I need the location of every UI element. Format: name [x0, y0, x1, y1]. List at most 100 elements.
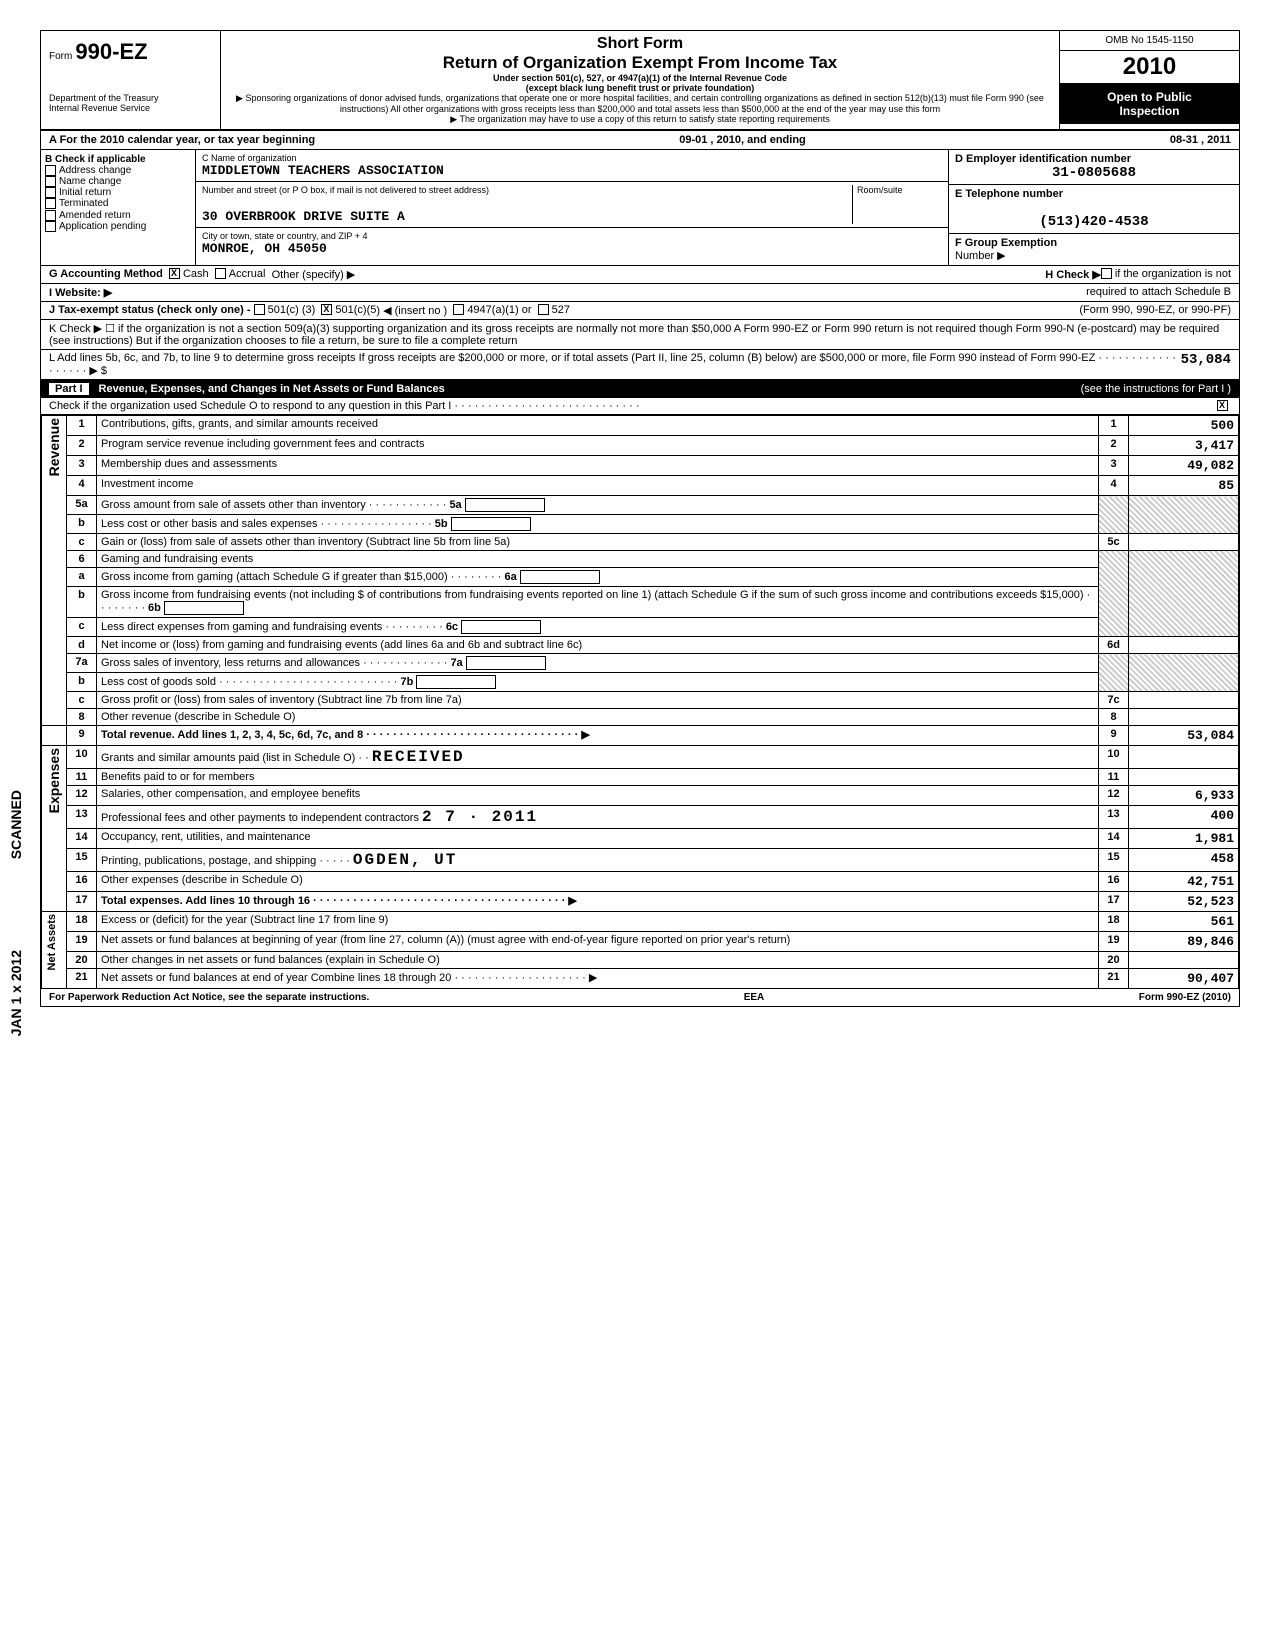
stamp-scanned: SCANNED	[8, 790, 24, 859]
group-label: F Group Exemption	[955, 237, 1233, 249]
line-2: 2Program service revenue including gover…	[42, 436, 1239, 456]
side-net-assets: Net Assets	[46, 914, 58, 970]
stamp-received: RECEIVED	[372, 748, 465, 766]
line-5c: cGain or (loss) from sale of assets othe…	[42, 534, 1239, 551]
g-label: G Accounting Method	[49, 268, 163, 281]
line-6c: cLess direct expenses from gaming and fu…	[42, 618, 1239, 637]
title-short-form: Short Form	[231, 35, 1049, 53]
amt-5b[interactable]	[451, 517, 531, 531]
org-name: MIDDLETOWN TEACHERS ASSOCIATION	[202, 163, 942, 178]
line-21: 21Net assets or fund balances at end of …	[42, 969, 1239, 989]
i-right: required to attach Schedule B	[1086, 286, 1231, 299]
l-value: 53,084	[1181, 352, 1231, 377]
amt-6c[interactable]	[461, 620, 541, 634]
line-1: Revenue 1Contributions, gifts, grants, a…	[42, 416, 1239, 436]
city-label: City or town, state or country, and ZIP …	[202, 231, 942, 241]
row-k: K Check ▶ ☐ if the organization is not a…	[41, 320, 1239, 350]
year-mid: , 2010, and ending	[710, 134, 805, 146]
chk-terminated[interactable]	[45, 198, 56, 209]
line-7c: cGross profit or (loss) from sales of in…	[42, 692, 1239, 709]
col-c-org-info: C Name of organization MIDDLETOWN TEACHE…	[196, 150, 949, 265]
line-14: 14Occupancy, rent, utilities, and mainte…	[42, 829, 1239, 849]
ein-label: D Employer identification number	[955, 153, 1233, 165]
line-20: 20Other changes in net assets or fund ba…	[42, 952, 1239, 969]
year-begin: 09-01	[679, 134, 707, 146]
part1-title: Revenue, Expenses, and Changes in Net As…	[99, 383, 445, 395]
col-b-checkboxes: B Check if applicable Address change Nam…	[41, 150, 196, 265]
lines-table: Revenue 1Contributions, gifts, grants, a…	[41, 415, 1239, 989]
j-label: J Tax-exempt status (check only one) -	[49, 304, 251, 317]
header-center: Short Form Return of Organization Exempt…	[221, 31, 1059, 129]
header-left: Form 990-EZ Department of the Treasury I…	[41, 31, 221, 129]
line-8: 8Other revenue (describe in Schedule O)8	[42, 709, 1239, 726]
open-line1: Open to Public	[1066, 90, 1233, 104]
chk-amended[interactable]	[45, 210, 56, 221]
side-revenue: Revenue	[46, 418, 62, 476]
h-label: H Check ▶	[1045, 268, 1101, 281]
title-return: Return of Organization Exempt From Incom…	[231, 53, 1049, 73]
chk-pending[interactable]	[45, 221, 56, 232]
title-except: (except black lung benefit trust or priv…	[231, 83, 1049, 93]
chk-schedule-o[interactable]	[1217, 400, 1228, 411]
form-code: 990-EZ	[75, 39, 147, 64]
amt-7a[interactable]	[466, 656, 546, 670]
form-prefix: Form	[49, 51, 72, 62]
open-line2: Inspection	[1066, 104, 1233, 118]
l-text: L Add lines 5b, 6c, and 7b, to line 9 to…	[49, 352, 1181, 377]
stamp-date: 2 7 · 2011	[422, 808, 538, 826]
amt-7b[interactable]	[416, 675, 496, 689]
chk-527[interactable]	[538, 304, 549, 315]
chk-name-change[interactable]	[45, 176, 56, 187]
open-to-public: Open to Public Inspection	[1060, 84, 1239, 124]
section-bcd: B Check if applicable Address change Nam…	[41, 150, 1239, 266]
line-12: 12Salaries, other compensation, and empl…	[42, 786, 1239, 806]
part1-note: (see the instructions for Part I )	[1081, 383, 1231, 395]
chk-cash[interactable]	[169, 268, 180, 279]
year-end: 08-31 , 2011	[1170, 134, 1231, 146]
line-16: 16Other expenses (describe in Schedule O…	[42, 872, 1239, 892]
row-a-tax-year: A For the 2010 calendar year, or tax yea…	[41, 131, 1239, 150]
form-header: Form 990-EZ Department of the Treasury I…	[41, 31, 1239, 131]
line-4: 4Investment income485	[42, 476, 1239, 496]
row-g-accounting: G Accounting Method Cash Accrual Other (…	[41, 266, 1239, 284]
amt-6a[interactable]	[520, 570, 600, 584]
side-expenses: Expenses	[46, 748, 62, 813]
part1-header: Part I Revenue, Expenses, and Changes in…	[41, 380, 1239, 398]
header-right: OMB No 1545-1150 2010 Open to Public Ins…	[1059, 31, 1239, 129]
group-number: Number ▶	[955, 249, 1233, 262]
footer-mid: EEA	[744, 992, 765, 1003]
tel-value: (513)420-4538	[955, 214, 1233, 230]
amt-5a[interactable]	[465, 498, 545, 512]
line-3: 3Membership dues and assessments349,082	[42, 456, 1239, 476]
amt-6b[interactable]	[164, 601, 244, 615]
line-6b: bGross income from fundraising events (n…	[42, 587, 1239, 618]
line-5b: bLess cost or other basis and sales expe…	[42, 515, 1239, 534]
line-6: 6Gaming and fundraising events	[42, 551, 1239, 568]
chk-h[interactable]	[1101, 268, 1112, 279]
chk-address-change[interactable]	[45, 165, 56, 176]
line-6a: aGross income from gaming (attach Schedu…	[42, 568, 1239, 587]
line-18: Net Assets 18Excess or (deficit) for the…	[42, 912, 1239, 932]
tax-year: 2010	[1060, 51, 1239, 84]
line-6d: dNet income or (loss) from gaming and fu…	[42, 637, 1239, 654]
title-section: Under section 501(c), 527, or 4947(a)(1)…	[231, 73, 1049, 83]
chk-initial-return[interactable]	[45, 187, 56, 198]
line-7a: 7aGross sales of inventory, less returns…	[42, 654, 1239, 673]
org-city: MONROE, OH 45050	[202, 241, 942, 256]
stamp-ogden: OGDEN, UT	[353, 851, 457, 869]
i-label: I Website: ▶	[49, 286, 112, 299]
chk-accrual[interactable]	[215, 268, 226, 279]
chk-501c[interactable]	[321, 304, 332, 315]
omb-number: OMB No 1545-1150	[1060, 31, 1239, 51]
title-copy: ▶ The organization may have to use a cop…	[231, 114, 1049, 125]
org-address: 30 OVERBROOK DRIVE SUITE A	[202, 209, 852, 224]
stamp-jan: JAN 1 x 2012	[8, 950, 24, 1036]
line-9: 9Total revenue. Add lines 1, 2, 3, 4, 5c…	[42, 726, 1239, 746]
chk-4947[interactable]	[453, 304, 464, 315]
org-name-label: C Name of organization	[202, 153, 942, 163]
dept-treasury: Department of the Treasury	[49, 93, 212, 103]
chk-501c3[interactable]	[254, 304, 265, 315]
line-11: 11Benefits paid to or for members11	[42, 769, 1239, 786]
footer-right: Form 990-EZ (2010)	[1139, 992, 1231, 1003]
footer-left: For Paperwork Reduction Act Notice, see …	[49, 992, 369, 1003]
